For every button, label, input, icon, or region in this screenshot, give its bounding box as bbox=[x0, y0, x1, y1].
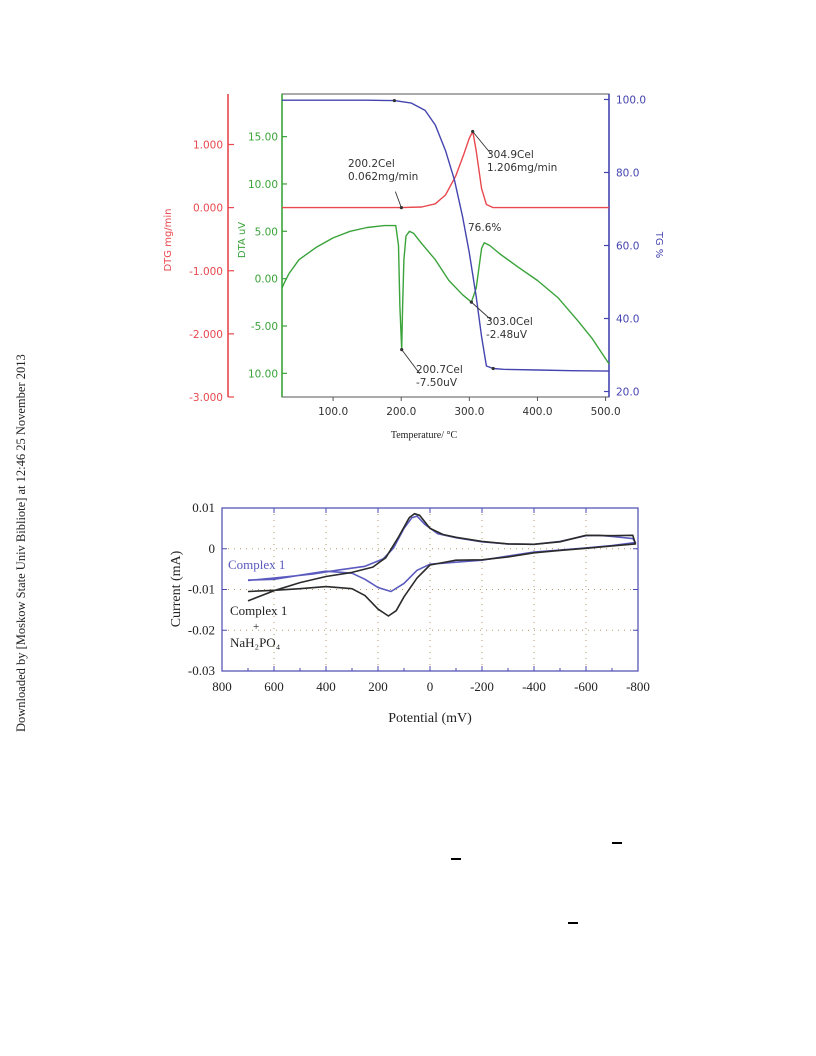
c1-tg-axis-label: TG % bbox=[653, 231, 664, 259]
c1-marker-point bbox=[392, 98, 397, 103]
c1-x-axis-label: Temperature/ °C bbox=[391, 430, 458, 441]
c2-x-tick-label: 0 bbox=[427, 679, 434, 694]
c1-x-tick-label: 100.0 bbox=[318, 406, 348, 418]
c2-y-tick-label: 0 bbox=[209, 541, 216, 556]
c1-dta-tick-label: 15.00 bbox=[248, 132, 278, 144]
c1-dta-tick-label: 10.00 bbox=[248, 368, 278, 380]
c1-series-dta bbox=[281, 224, 610, 365]
c2-legend-blue-label: Complex 1 bbox=[228, 557, 285, 572]
stray-overline-mark bbox=[451, 858, 461, 860]
c2-x-tick-label: -200 bbox=[470, 679, 494, 694]
c1-annotation-line1: 200.2Cel bbox=[348, 158, 395, 170]
c2-x-tick-label: 200 bbox=[368, 679, 388, 694]
c2-x-tick-label: 600 bbox=[264, 679, 284, 694]
c1-dtg-tick-label: 0.000 bbox=[193, 203, 223, 215]
c2-x-axis-label: Potential (mV) bbox=[388, 711, 472, 726]
c1-x-tick-label: 300.0 bbox=[454, 406, 484, 418]
c1-dtg-axis-label: DTG mg/min bbox=[163, 208, 174, 271]
c1-annotation-line1: 200.7Cel bbox=[416, 364, 463, 376]
c1-tg-tick-label: 40.0 bbox=[616, 314, 639, 326]
c2-legend-black-label-line2: NaH₂PO₄ bbox=[230, 635, 281, 650]
thermal-analysis-chart: 100.0 200.0 300.0 400.0 500.0 1.000 0.000 -1.00… bbox=[163, 93, 664, 441]
c1-plot-frame bbox=[281, 93, 610, 398]
c2-y-axis-label: Current (mA) bbox=[169, 550, 184, 627]
c1-dta-tick-label: 0.00 bbox=[255, 274, 278, 286]
c1-dta-tick-label: 5.00 bbox=[255, 226, 278, 238]
c1-series-dtg bbox=[282, 130, 609, 209]
c1-marker-point bbox=[399, 206, 403, 210]
c2-x-tick-label: 400 bbox=[316, 679, 336, 694]
c1-series-tg bbox=[282, 99, 610, 372]
c1-x-tick-label: 200.0 bbox=[386, 406, 416, 418]
c1-annotation-line2: 0.062mg/min bbox=[348, 171, 418, 183]
c1-marker-point bbox=[471, 129, 475, 134]
c1-tg-tick-label: 60.0 bbox=[616, 241, 639, 253]
c2-series-black bbox=[247, 512, 637, 617]
c2-x-tick-label: -600 bbox=[574, 679, 598, 694]
c2-y-tick-label: -0.03 bbox=[188, 663, 215, 678]
c1-annotation-line2: 1.206mg/min bbox=[487, 162, 557, 174]
stray-overline-mark bbox=[612, 842, 622, 844]
c1-annotation-line2: -7.50uV bbox=[416, 377, 458, 389]
c1-annotation-leader bbox=[472, 131, 492, 154]
c1-dtg-tick-label: 1.000 bbox=[193, 140, 223, 152]
c1-dtg-tick-label: -2.000 bbox=[189, 329, 223, 341]
c1-tg-tick-label: 20.0 bbox=[616, 387, 639, 399]
c1-annotation-line1: 304.9Cel bbox=[487, 149, 534, 161]
c2-x-tick-label: 800 bbox=[212, 679, 232, 694]
c2-y-tick-label: -0.02 bbox=[188, 622, 215, 637]
c1-marker-point bbox=[400, 348, 404, 352]
c1-dta-axis-label: DTA uV bbox=[237, 222, 248, 258]
c1-tg-tick-label: 80.0 bbox=[616, 167, 639, 179]
c1-dtg-tick-label: -3.000 bbox=[189, 392, 223, 404]
c1-dta-tick-label: -5.00 bbox=[251, 321, 278, 333]
c1-tg-tick-label: 100.0 bbox=[616, 94, 646, 106]
c1-marker-point bbox=[469, 300, 473, 304]
c1-x-tick-label: 500.0 bbox=[591, 406, 621, 418]
c1-annotation-line1: 76.6% bbox=[468, 222, 501, 234]
c2-plot-frame bbox=[221, 507, 639, 672]
c2-y-tick-label: 0.01 bbox=[192, 500, 215, 515]
stray-overline-mark bbox=[568, 922, 578, 924]
c1-x-tick-label: 400.0 bbox=[522, 406, 552, 418]
c1-annotation-leader bbox=[401, 349, 421, 374]
c2-x-tick-label: -400 bbox=[522, 679, 546, 694]
c1-annotation-leader bbox=[471, 301, 492, 321]
c2-series-blue bbox=[247, 515, 637, 593]
c2-y-tick-label: -0.01 bbox=[188, 582, 215, 597]
c1-marker-point bbox=[491, 366, 495, 371]
c1-annotation-leader bbox=[394, 191, 402, 208]
c2-x-tick-label: -800 bbox=[626, 679, 650, 694]
c2-legend-black-label-plus: + bbox=[253, 621, 259, 633]
c1-dtg-tick-label: -1.000 bbox=[189, 266, 223, 278]
c1-dta-tick-label: 10.00 bbox=[248, 179, 278, 191]
c1-annotation-line2: -2.48uV bbox=[486, 329, 528, 341]
c2-legend-black-label-line1: Complex 1 bbox=[230, 603, 287, 618]
c1-annotation-line1: 303.0Cel bbox=[486, 316, 533, 328]
c1-frame bbox=[281, 93, 610, 398]
